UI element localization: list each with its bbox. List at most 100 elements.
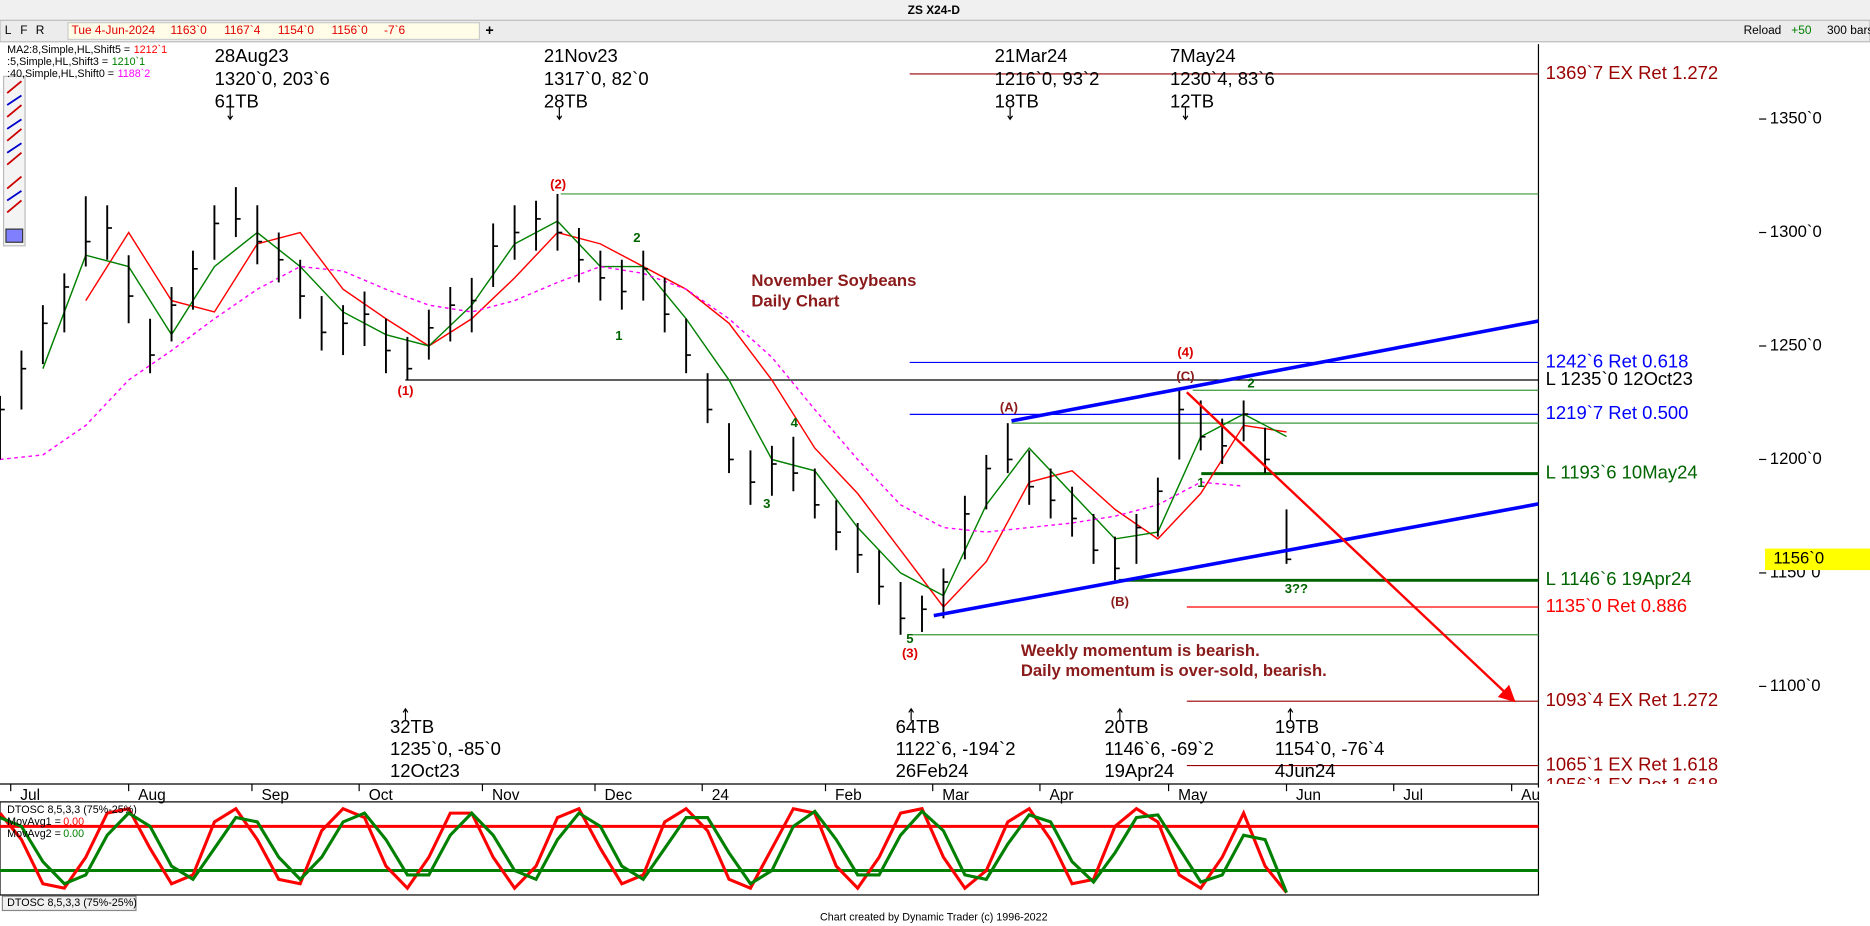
x-tick-label: Mar <box>942 787 969 804</box>
wave-label: 1 <box>1197 475 1204 490</box>
x-tick-label: Oct <box>369 787 394 804</box>
oscillator-line <box>0 809 1288 894</box>
wave-label: 3 <box>763 496 770 511</box>
drawing-tools <box>2 75 26 247</box>
swing-annotation: 26Feb24 <box>896 760 969 781</box>
button-l[interactable]: L <box>5 23 12 37</box>
current-price-label: 1156`0 <box>1773 549 1824 568</box>
swing-annotation: 12Oct23 <box>390 760 460 781</box>
swing-annotation: 32TB <box>390 716 434 737</box>
y-tick-label: 1100`0 <box>1770 676 1821 695</box>
oscillator-legend-value: 0.00 <box>63 816 84 828</box>
trendline <box>1185 391 1516 703</box>
level-label: 1369`7 EX Ret 1.272 <box>1546 62 1719 83</box>
quote-box <box>67 22 481 40</box>
swing-annotation: 1146`6, -69`2 <box>1104 738 1214 759</box>
trendline <box>933 502 1539 618</box>
tool-grid[interactable] <box>5 228 24 243</box>
swing-annotation: 64TB <box>896 716 940 737</box>
wave-label: (B) <box>1111 594 1129 609</box>
ma-legend-name: :5,Simple,HL,Shift3 = <box>7 56 108 68</box>
wave-label: 4 <box>791 415 799 430</box>
button-r[interactable]: R <box>36 23 45 37</box>
title-bar <box>0 0 1870 21</box>
oscillator-legend-name: MovAvg1 = <box>7 816 61 828</box>
level-label: 1219`7 Ret 0.500 <box>1546 402 1689 423</box>
swing-arrow <box>556 107 563 121</box>
step-button[interactable]: +50 <box>1791 23 1812 37</box>
tool-icons-blue[interactable] <box>6 94 22 202</box>
level-label: 1056`1 EX Ret 1.618 <box>1546 774 1719 795</box>
swing-annotation: 21Mar24 <box>995 45 1068 66</box>
wave-label: 2 <box>633 230 640 245</box>
window-title: ZS X24-D <box>908 3 961 17</box>
swing-annotation: 1216`0, 93`2 <box>995 68 1100 89</box>
x-tick-label: Au <box>1521 787 1540 804</box>
ma-legend-name: :40,Simple,HL,Shift0 = <box>7 68 114 80</box>
swing-annotation: 1154`0, -76`4 <box>1275 738 1385 759</box>
swing-annotation: 21Nov23 <box>544 45 618 66</box>
level-label: L 1193`6 10May24 <box>1546 462 1698 483</box>
swing-annotation: 7May24 <box>1170 45 1236 66</box>
price-plot <box>0 73 1539 767</box>
ma-legend-value: 1210`1 <box>112 56 145 68</box>
swing-annotation: 28Aug23 <box>215 45 289 66</box>
swing-arrow <box>1116 707 1123 721</box>
footer: Chart created by Dynamic Trader (c) 1996… <box>820 911 1048 923</box>
quote-date: Tue 4-Jun-2024 <box>72 23 156 37</box>
y-tick-label: 1200`0 <box>1770 449 1822 468</box>
tool-panel <box>2 75 26 247</box>
swing-annotation: 4Jun24 <box>1275 760 1336 781</box>
quote-open: 1163`0 <box>171 23 208 37</box>
add-button[interactable]: + <box>485 23 493 39</box>
quote-close: 1156`0 <box>332 23 369 37</box>
current-price-box <box>1765 548 1870 571</box>
x-tick-label: 24 <box>712 787 730 804</box>
wave-label: (1) <box>397 383 413 398</box>
oscillator-tab-label[interactable]: DTOSC 8,5,3,3 (75%-25%) <box>7 897 137 909</box>
wave-label: 5 <box>906 631 913 646</box>
y-tick-label: 1250`0 <box>1770 335 1822 354</box>
swing-arrow <box>1182 107 1189 121</box>
chart-note: November Soybeans <box>751 271 916 290</box>
ma-legend-value: 1212`1 <box>134 44 167 56</box>
oscillator-title: DTOSC 8,5,3,3 (75%-25%) <box>7 804 137 816</box>
x-tick-label: Sep <box>261 787 289 804</box>
swing-arrow <box>227 107 234 121</box>
wave-label: 1 <box>615 328 622 343</box>
x-tick-label: Jun <box>1296 787 1321 804</box>
ma-legend-name: MA2:8,Simple,HL,Shift5 = <box>7 44 130 56</box>
bars-count: 300 bars <box>1827 23 1870 37</box>
x-tick-label: Nov <box>492 787 520 804</box>
tool-icons[interactable] <box>6 80 23 214</box>
level-label: 1065`1 EX Ret 1.618 <box>1546 753 1719 774</box>
oscillator-legend-name: MovAvg2 = <box>7 828 61 840</box>
level-label: 1093`4 EX Ret 1.272 <box>1546 689 1719 710</box>
wave-label: (3) <box>902 645 918 660</box>
x-tick-label: Aug <box>138 787 166 804</box>
x-tick-label: Jul <box>1403 787 1423 804</box>
swing-arrow <box>908 707 915 721</box>
level-label: L 1146`6 19Apr24 <box>1546 568 1692 589</box>
y-tick-label: 1350`0 <box>1770 108 1822 127</box>
wave-label: (4) <box>1177 345 1193 360</box>
swing-arrow <box>1287 707 1294 721</box>
swing-annotation: 1320`0, 203`6 <box>215 68 330 89</box>
swing-annotation: 1230`4, 83`6 <box>1170 68 1275 89</box>
swing-annotation: 19TB <box>1275 716 1319 737</box>
wave-label: (A) <box>1000 400 1018 415</box>
wave-label: 2 <box>1247 376 1254 391</box>
button-f[interactable]: F <box>20 23 27 37</box>
oscillator-plot <box>0 806 1539 894</box>
reload-button[interactable]: Reload <box>1744 23 1782 37</box>
swing-annotation: 28TB <box>544 91 588 112</box>
oscillator-panel <box>0 801 1540 896</box>
quote-change: -7`6 <box>384 23 406 37</box>
oscillator-legend-value: 0.00 <box>63 828 84 840</box>
oscillator-tab[interactable] <box>1 895 137 912</box>
chart-note: Daily Chart <box>751 291 840 310</box>
swing-arrow <box>1007 107 1014 121</box>
swing-annotation: 1122`6, -194`2 <box>896 738 1016 759</box>
